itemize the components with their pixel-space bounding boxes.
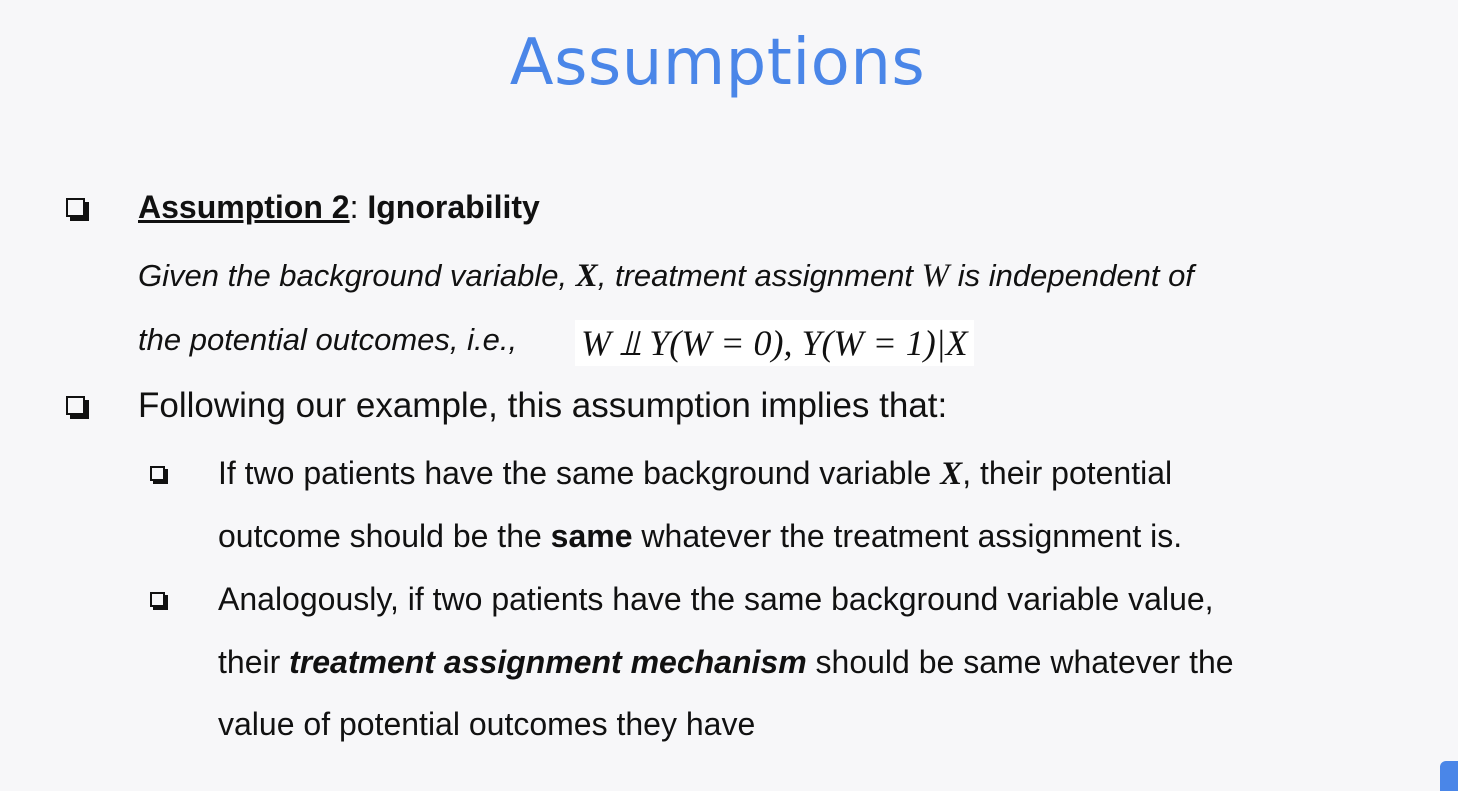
sub-checkbox-bullet-icon (150, 592, 165, 607)
math-x: X (575, 258, 598, 294)
sub-checkbox-bullet-icon (150, 466, 165, 481)
definition-line-1: Given the background variable, X, treatm… (138, 258, 1194, 295)
formula-text: W ⫫ Y(W = 0), Y(W = 1)|X (581, 323, 968, 363)
example-intro: Following our example, this assumption i… (138, 386, 948, 425)
checkbox-bullet-icon (66, 198, 85, 217)
slide-title: Assumptions (509, 26, 926, 100)
heading-colon: : (349, 189, 368, 225)
checkbox-bullet-icon (66, 396, 85, 415)
sub2-text: should be same whatever the (806, 644, 1234, 680)
sub2-line-3: value of potential outcomes they have (218, 706, 756, 742)
definition-text: , treatment assignment (597, 258, 922, 293)
sub1-line-1: If two patients have the same background… (218, 455, 1172, 493)
assumption-number: Assumption 2 (138, 189, 350, 225)
definition-line-2: the potential outcomes, i.e., (138, 322, 518, 357)
math-x: X (940, 456, 963, 492)
sub1-text: whatever the treatment assignment is. (632, 518, 1183, 554)
emphasis-same: same (550, 518, 633, 554)
sub1-text: , their potential (962, 455, 1173, 491)
sub2-line-1: Analogously, if two patients have the sa… (218, 581, 1214, 617)
corner-widget-icon[interactable] (1440, 761, 1458, 791)
emphasis-mechanism: treatment assignment mechanism (289, 644, 807, 680)
sub1-line-2: outcome should be the same whatever the … (218, 518, 1182, 555)
definition-text: Given the background variable, (138, 258, 576, 293)
sub1-text: If two patients have the same background… (218, 455, 941, 491)
ignorability-formula: W ⫫ Y(W = 0), Y(W = 1)|X (575, 320, 974, 366)
sub1-text: outcome should be the (218, 518, 551, 554)
math-w: W (921, 258, 950, 294)
sub2-line-2: their treatment assignment mechanism sho… (218, 644, 1234, 681)
assumption-heading: Assumption 2: Ignorability (138, 189, 540, 226)
sub2-text: their (218, 644, 290, 680)
assumption-name: Ignorability (367, 189, 540, 225)
definition-text: is independent of (949, 258, 1194, 293)
